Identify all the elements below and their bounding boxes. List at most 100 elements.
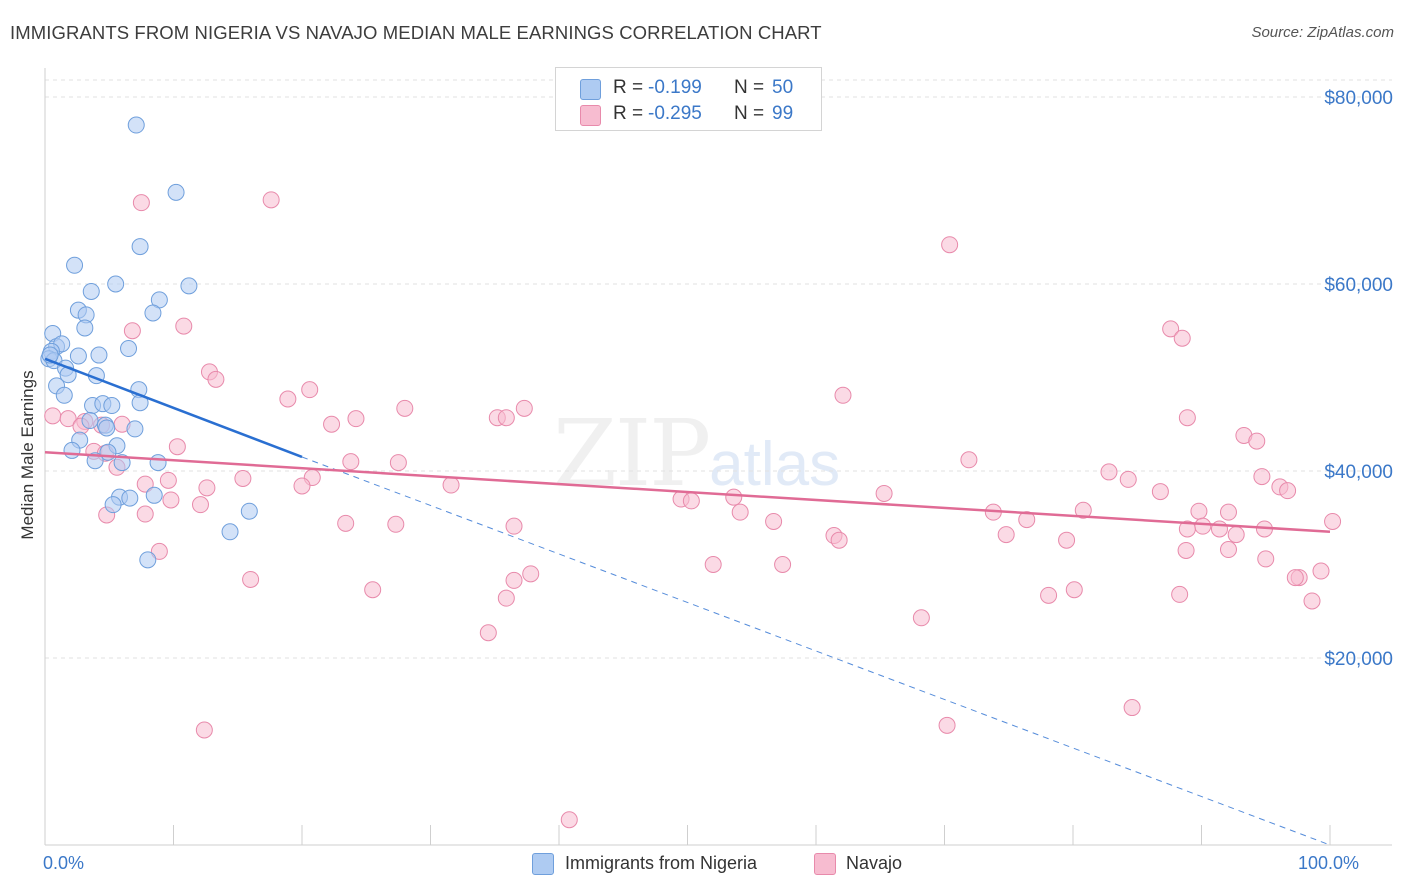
point-nigeria [107, 275, 125, 293]
legend-n-value: 50 [772, 77, 794, 98]
series-legend: Immigrants from Nigeria Navajo [0, 852, 1406, 878]
point-nigeria [103, 397, 121, 415]
legend-n-label: N = [734, 103, 765, 124]
watermark-atlas: atlas [709, 430, 841, 499]
legend-n-value: 99 [772, 103, 794, 124]
point-navajo [342, 453, 360, 471]
point-navajo [1219, 541, 1237, 559]
point-navajo [522, 565, 540, 583]
legend-swatch-nigeria [580, 79, 601, 100]
point-nigeria [98, 419, 116, 437]
point-navajo [279, 390, 297, 408]
point-navajo [830, 531, 848, 549]
point-navajo [198, 479, 216, 497]
point-navajo [389, 454, 407, 472]
legend-n-label: N = [734, 77, 765, 98]
point-nigeria [126, 420, 144, 438]
point-navajo [323, 415, 341, 433]
tick-labels: $20,000 $40,000 $60,000 $80,000 0.0% 100.0% [43, 88, 1393, 873]
trend-line-nigeria [44, 357, 303, 459]
point-nigeria [149, 454, 167, 472]
point-navajo [938, 716, 956, 734]
point-navajo [1040, 586, 1058, 604]
point-navajo [1065, 581, 1083, 599]
point-nigeria [104, 496, 122, 514]
point-navajo [1190, 502, 1208, 520]
point-navajo [875, 484, 893, 502]
point-navajo [912, 609, 930, 627]
series-swatch-nigeria [532, 853, 554, 875]
point-navajo [1177, 541, 1195, 559]
point-navajo [725, 488, 743, 506]
point-navajo [1119, 470, 1137, 488]
point-navajo [136, 475, 154, 493]
point-nigeria [240, 502, 258, 520]
y-tick-label: $80,000 [1324, 88, 1393, 109]
point-navajo [1303, 592, 1321, 610]
point-navajo [136, 505, 154, 523]
point-navajo [1253, 468, 1271, 486]
point-nigeria [121, 489, 139, 507]
point-navajo [59, 410, 77, 428]
point-navajo [387, 515, 405, 533]
legend-row-navajo: R = -0.295 N = 99 [556, 102, 821, 128]
point-navajo [1173, 329, 1191, 347]
point-navajo [159, 471, 177, 489]
series-label-nigeria: Immigrants from Nigeria [565, 853, 758, 873]
point-navajo [191, 496, 209, 514]
point-nigeria [69, 347, 87, 365]
point-navajo [1324, 512, 1342, 530]
point-navajo [1162, 320, 1180, 338]
point-navajo [396, 399, 414, 417]
point-navajo [1257, 550, 1275, 568]
x-tick-label: 0.0% [43, 853, 84, 873]
point-navajo [1219, 503, 1237, 521]
point-navajo [44, 407, 62, 425]
point-navajo [515, 399, 533, 417]
point-navajo [242, 570, 260, 588]
point-navajo [234, 469, 252, 487]
trend-extension-nigeria [301, 456, 1331, 846]
legend-row-nigeria: R = -0.199 N = 50 [556, 76, 821, 102]
y-tick-label: $60,000 [1324, 275, 1393, 296]
legend-r-value: -0.295 [648, 103, 702, 124]
point-navajo [1151, 483, 1169, 501]
point-navajo [497, 409, 515, 427]
point-navajo [997, 526, 1015, 544]
point-navajo [774, 556, 792, 573]
chart-title: IMMIGRANTS FROM NIGERIA VS NAVAJO MEDIAN… [10, 22, 822, 43]
point-navajo [347, 410, 365, 428]
point-navajo [1058, 531, 1076, 549]
point-navajo [150, 542, 168, 560]
y-axis-title: Median Male Earnings [18, 370, 37, 539]
series-swatch-navajo [814, 853, 836, 875]
point-nigeria [180, 277, 198, 295]
data-points [40, 116, 1342, 829]
point-navajo [162, 491, 180, 509]
point-navajo [1074, 501, 1092, 519]
point-navajo [1312, 562, 1330, 580]
point-navajo [941, 236, 959, 254]
point-nigeria [113, 454, 131, 472]
legend-swatch-navajo [580, 105, 601, 126]
legend-r-label: R = [613, 103, 644, 124]
trend-line-navajo [44, 451, 1331, 534]
point-nigeria [120, 340, 138, 358]
point-navajo [1194, 517, 1212, 535]
point-navajo [834, 386, 852, 404]
x-tick-label: 100.0% [1298, 853, 1359, 873]
trend-lines [301, 456, 1331, 846]
chart-source: Source: ZipAtlas.com [1251, 24, 1394, 41]
point-navajo [497, 589, 515, 607]
point-navajo [301, 381, 319, 399]
point-nigeria [76, 319, 94, 337]
correlation-legend: R = -0.199 N = 50 R = -0.295 N = 99 [555, 67, 822, 131]
point-navajo [364, 581, 382, 599]
point-navajo [1018, 511, 1036, 529]
legend-r-value: -0.199 [648, 77, 702, 98]
point-nigeria [63, 441, 81, 459]
point-nigeria [144, 304, 162, 322]
point-navajo [682, 492, 700, 510]
point-nigeria [145, 486, 163, 504]
